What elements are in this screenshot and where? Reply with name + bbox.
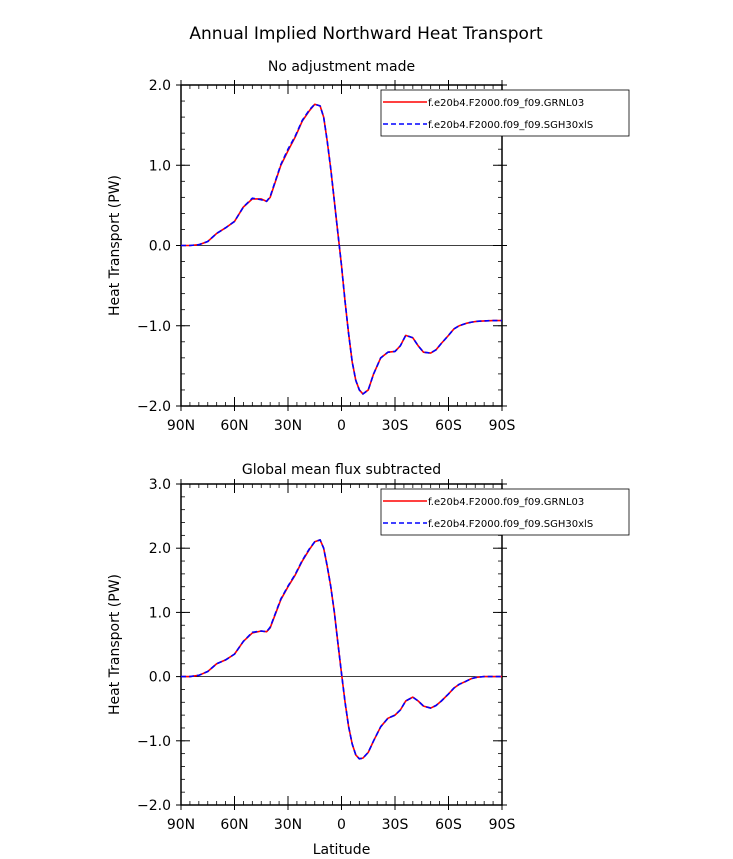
y-tick-label: −2.0 (137, 798, 171, 814)
panel-global-mean-subtracted: Global mean flux subtracted 90N 60N 30N 0 30S… (107, 462, 630, 858)
x-tick-label: 30S (382, 817, 409, 833)
legend-label-1: f.e20b4.F2000.f09_f09.GRNL03 (428, 98, 584, 109)
legend-box (380, 89, 630, 137)
panel-title: Global mean flux subtracted (242, 462, 441, 478)
y-tick-label: 2.0 (149, 78, 171, 94)
y-tick-label: 3.0 (149, 477, 171, 493)
y-axis-label: Heat Transport (PW) (107, 574, 123, 715)
legend-box (380, 488, 630, 536)
legend: f.e20b4.F2000.f09_f09.GRNL03 f.e20b4.F200… (380, 89, 630, 137)
x-tick-label: 90S (489, 418, 516, 434)
x-tick-label: 60N (220, 418, 248, 434)
series-line-2 (181, 103, 502, 395)
x-tick-label: 0 (337, 418, 346, 434)
x-tick-label: 0 (337, 817, 346, 833)
y-axis-label: Heat Transport (PW) (107, 175, 123, 316)
legend-label-2: f.e20b4.F2000.f09_f09.SGH30xlS (428, 519, 593, 530)
x-tick-label: 60S (435, 418, 462, 434)
x-tick-label: 60S (435, 817, 462, 833)
x-tick-label: 60N (220, 817, 248, 833)
x-tick-label: 30S (382, 418, 409, 434)
series-line-2 (181, 539, 502, 760)
legend-label-1: f.e20b4.F2000.f09_f09.GRNL03 (428, 497, 584, 508)
series-line-1 (181, 539, 502, 760)
x-tick-label: 90N (167, 418, 195, 434)
y-tick-label: 1.0 (149, 158, 171, 174)
panel-title: No adjustment made (268, 59, 415, 75)
x-tick-label: 30N (274, 817, 302, 833)
panel-no-adjustment: No adjustment made 90N 60N 30N 0 30S 60S 90S −2.… (107, 59, 630, 434)
x-tick-label: 90S (489, 817, 516, 833)
y-tick-label: 0.0 (149, 670, 171, 686)
legend-label-2: f.e20b4.F2000.f09_f09.SGH30xlS (428, 120, 593, 131)
y-tick-label: −1.0 (137, 319, 171, 335)
x-tick-label: 30N (274, 418, 302, 434)
y-tick-label: 0.0 (149, 239, 171, 255)
figure-title: Annual Implied Northward Heat Transport (189, 24, 543, 44)
y-tick-label: −2.0 (137, 399, 171, 415)
x-axis-label: Latitude (313, 842, 371, 858)
legend: f.e20b4.F2000.f09_f09.GRNL03 f.e20b4.F200… (380, 488, 630, 536)
y-tick-label: −1.0 (137, 734, 171, 750)
x-tick-label: 90N (167, 817, 195, 833)
y-tick-label: 1.0 (149, 605, 171, 621)
y-tick-label: 2.0 (149, 541, 171, 557)
series-line-1 (181, 103, 502, 395)
